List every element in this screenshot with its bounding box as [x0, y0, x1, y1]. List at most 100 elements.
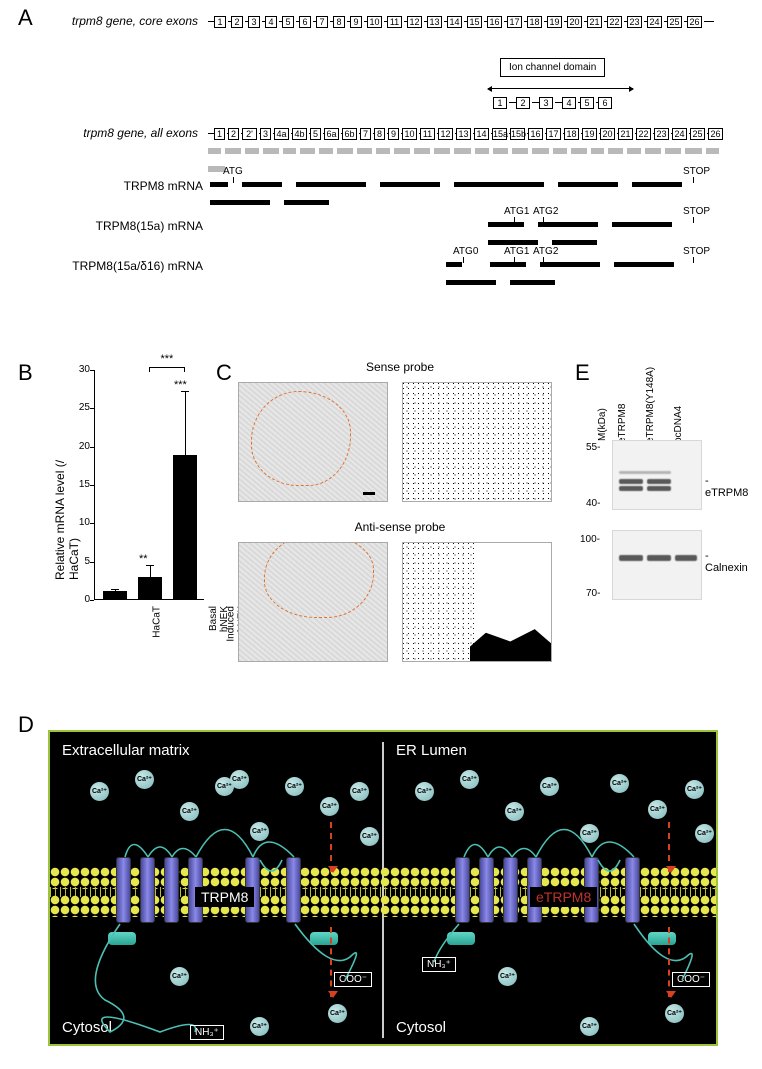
scale-bar: [363, 492, 375, 495]
exon-box: 16: [487, 16, 502, 28]
exon-box: 19: [582, 128, 597, 140]
band: [647, 486, 671, 491]
atg-stop-label: ATG1: [504, 206, 529, 217]
grey-segment: [532, 148, 549, 154]
calcium-ion: Ca²⁺: [285, 777, 304, 796]
error-bar: [115, 590, 116, 592]
band: [647, 555, 671, 561]
grey-segment: [627, 148, 641, 154]
mrna-segment: [454, 182, 544, 187]
calcium-ion: Ca²⁺: [250, 1017, 269, 1036]
signal-edge: [470, 626, 551, 661]
exon-box: 8: [374, 128, 385, 140]
exon-box: 4: [562, 97, 576, 109]
ytick-mark: [90, 485, 94, 486]
mrna-bar: [210, 182, 728, 188]
calcium-ion: Ca²⁺: [90, 782, 109, 801]
mrna-segment: [602, 222, 608, 227]
mw-mark: 55-: [586, 442, 600, 453]
tissue-outline: [264, 542, 374, 618]
band-label-etrpm8: - eTRPM8: [705, 475, 750, 499]
grey-segment: [357, 148, 372, 154]
mrna-segment: [604, 262, 610, 267]
exon-box: 23: [654, 128, 669, 140]
all-exon-track: 122'34a4b56a6b789101112131415a15b1617181…: [208, 125, 728, 139]
calcium-ion: Ca²⁺: [505, 802, 524, 821]
calcium-ion: Ca²⁺: [415, 782, 434, 801]
exon-box: 22: [607, 16, 622, 28]
mrna-segment: [210, 200, 270, 205]
exon-box: 20: [600, 128, 615, 140]
atg-stop-label: ATG: [223, 166, 243, 177]
calcium-ion: Ca²⁺: [170, 967, 189, 986]
calcium-ion: Ca²⁺: [498, 967, 517, 986]
intron-dash: [509, 102, 516, 103]
significance-mark: ***: [174, 379, 187, 391]
exon-box: 17: [546, 128, 561, 140]
grey-segment: [591, 148, 604, 154]
mrna-segment: [530, 262, 536, 267]
mrna-segment: [552, 240, 597, 245]
exon-box: 2: [228, 128, 239, 140]
ca-flow-arrow: [330, 927, 332, 997]
calcium-ion: Ca²⁺: [230, 770, 249, 789]
exon-box: 15a: [492, 128, 507, 140]
exon-box: 6: [598, 97, 612, 109]
exon-box: 17: [507, 16, 522, 28]
exon-box: 21: [587, 16, 602, 28]
atg-stop-tick: [233, 177, 234, 183]
exon-box: 2: [231, 16, 243, 28]
grey-segment: [665, 148, 681, 154]
error-cap: [111, 589, 119, 590]
bar: [138, 577, 162, 599]
label-coo-left: COO⁻: [334, 972, 372, 987]
exon-box: 18: [527, 16, 542, 28]
calcium-ion: Ca²⁺: [250, 822, 269, 841]
xtick-label: HaCaT: [152, 606, 163, 638]
exon-box: 24: [672, 128, 687, 140]
exon-box: 4a: [274, 128, 289, 140]
atg-stop-label: ATG2: [533, 206, 558, 217]
ytick-mark: [90, 370, 94, 371]
mrna-segment: [490, 262, 526, 267]
mrna-segment: [488, 240, 538, 245]
blot-calnexin: [612, 530, 702, 600]
ion-domain-exons: 123456: [493, 94, 614, 108]
core-exon-track: 1234567891011121314151617181920212223242…: [208, 13, 728, 27]
intron-dash: [532, 102, 539, 103]
atg-stop-label: STOP: [683, 206, 710, 217]
atg-stop-tick: [693, 177, 694, 183]
lane-label: eTRPM8(Y148A): [645, 367, 656, 443]
intron-dash: [555, 102, 562, 103]
ytick-mark: [90, 447, 94, 448]
exon-box: 2: [516, 97, 530, 109]
mrna-segment: [370, 182, 376, 187]
mrna-segment: [466, 262, 486, 267]
mrna-segment: [444, 182, 450, 187]
ytick-mark: [90, 600, 94, 601]
mrna-segment: [538, 222, 598, 227]
mrna-segment: [542, 240, 548, 245]
exon-box: 11: [420, 128, 435, 140]
grey-segment: [512, 148, 529, 154]
ytick-label: 0: [68, 594, 90, 605]
mrna-segment: [686, 182, 692, 187]
mrna-segment: [242, 182, 282, 187]
mrna-segment: [540, 262, 600, 267]
exon-box: 9: [350, 16, 362, 28]
bar: [103, 591, 127, 599]
ytick-mark: [90, 523, 94, 524]
exon-box: 6a: [324, 128, 339, 140]
ytick-label: 30: [68, 364, 90, 375]
mw-mark: 40-: [586, 498, 600, 509]
ca-flow-arrow: [668, 927, 670, 997]
sense-phase-image: [238, 382, 388, 502]
mrna-bar: [446, 262, 728, 268]
exon-box: 1: [214, 128, 225, 140]
exon-box: 21: [618, 128, 633, 140]
mrna-segment: [296, 182, 366, 187]
exon-box: 16: [528, 128, 543, 140]
exon-box: 3: [260, 128, 271, 140]
antisense-signal-image: [402, 542, 552, 662]
exon-box: 14: [474, 128, 489, 140]
